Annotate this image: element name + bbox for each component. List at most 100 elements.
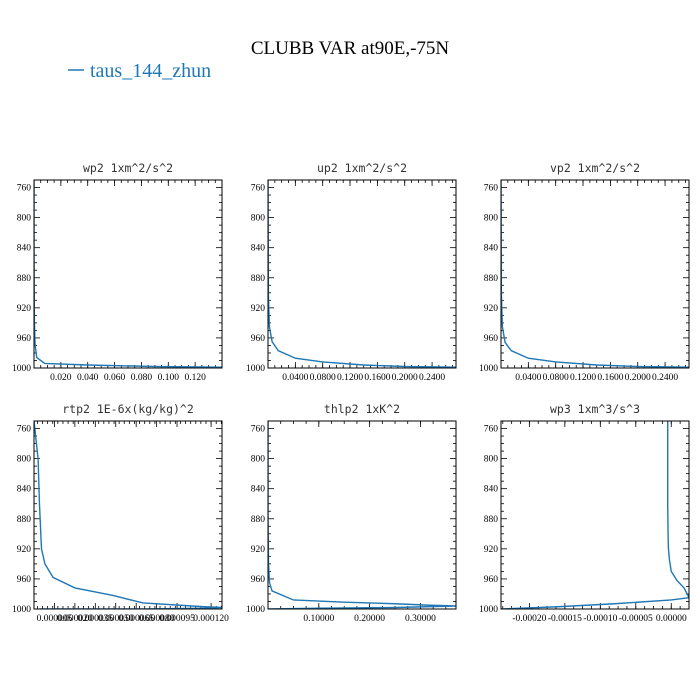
plot-frame — [500, 179, 690, 369]
y-tick-label: 920 — [251, 304, 266, 314]
y-tick-label: 880 — [17, 274, 32, 284]
plot-frame — [267, 420, 457, 610]
y-tick-label: 840 — [484, 485, 499, 495]
subplot-title: wp2 1xm^2/s^2 — [83, 161, 173, 175]
y-tick-label: 960 — [484, 334, 499, 344]
x-tick-label: 0.0800 — [310, 373, 336, 383]
series-line — [501, 180, 689, 368]
x-tick-label: 0.2000 — [625, 373, 651, 383]
y-tick-label: 920 — [484, 545, 499, 555]
y-tick-label: 960 — [17, 575, 32, 585]
y-tick-label: 800 — [251, 214, 266, 224]
x-tick-label: 0.2000 — [392, 373, 418, 383]
x-tick-label: 0.10000 — [303, 614, 334, 624]
x-tick-label: 0.1600 — [364, 373, 390, 383]
y-tick-label: 800 — [17, 214, 32, 224]
y-tick-label: 880 — [17, 515, 32, 525]
x-tick-label: 0.30000 — [405, 614, 436, 624]
series-line — [501, 421, 689, 609]
y-tick-label: 800 — [484, 214, 499, 224]
y-tick-label: 840 — [251, 244, 266, 254]
subplot-title: vp2 1xm^2/s^2 — [550, 161, 640, 175]
x-tick-label: 0.000120 — [193, 614, 229, 624]
x-tick-label: 0.1200 — [337, 373, 363, 383]
y-tick-label: 760 — [484, 184, 499, 194]
x-tick-label: -0.00010 — [583, 614, 617, 624]
x-tick-label: 0.080 — [131, 373, 153, 383]
x-tick-label: 0.000005 — [37, 614, 73, 624]
y-tick-label: 920 — [484, 304, 499, 314]
x-tick-label: -0.00020 — [512, 614, 546, 624]
x-tick-label: 0.020 — [50, 373, 72, 383]
y-tick-label: 1000 — [479, 364, 498, 374]
y-tick-label: 960 — [251, 575, 266, 585]
y-tick-label: 760 — [17, 425, 32, 435]
legend-entry: taus_144_zhun — [90, 60, 211, 82]
subplot-title: wp3 1xm^3/s^3 — [550, 402, 640, 416]
y-tick-label: 760 — [484, 425, 499, 435]
series-line — [34, 421, 222, 609]
x-tick-label: -0.00005 — [619, 614, 653, 624]
x-tick-label: 0.1200 — [570, 373, 596, 383]
y-tick-label: 880 — [484, 274, 499, 284]
x-tick-label: 0.000035 — [77, 614, 113, 624]
series-line — [268, 180, 456, 368]
x-tick-label: 0.120 — [184, 373, 206, 383]
y-tick-label: 1000 — [479, 605, 498, 615]
subplot-3: vp2 1xm^2/s^2 760 800 840 880 920 960 1000 0.040… — [479, 161, 690, 383]
y-tick-label: 840 — [251, 485, 266, 495]
series-line — [268, 421, 456, 609]
y-tick-label: 960 — [484, 575, 499, 585]
x-tick-label: 0.100 — [158, 373, 180, 383]
y-tick-label: 840 — [17, 485, 32, 495]
y-tick-label: 960 — [251, 334, 266, 344]
y-tick-label: 840 — [484, 244, 499, 254]
y-tick-label: 960 — [17, 334, 32, 344]
x-tick-label: 0.1600 — [597, 373, 623, 383]
x-tick-label: 0.000065 — [118, 614, 154, 624]
x-tick-label: 0.0400 — [515, 373, 541, 383]
subplot-grid: wp2 1xm^2/s^2 760 800 840 880 920 960 1000 0.020… — [12, 161, 690, 624]
x-tick-label: 0.20000 — [354, 614, 385, 624]
subplot-4: rtp2 1E-6x(kg/kg)^2 760 800 840 880 920 960 100… — [12, 402, 229, 624]
y-tick-label: 880 — [251, 515, 266, 525]
subplot-title: rtp2 1E-6x(kg/kg)^2 — [62, 402, 194, 416]
x-tick-label: 0.000080 — [139, 614, 175, 624]
subplot-5: thlp2 1xK^2 760 800 840 880 920 960 1000 0.10000… — [246, 402, 457, 624]
y-tick-label: 880 — [251, 274, 266, 284]
y-tick-label: 800 — [484, 455, 499, 465]
y-tick-label: 800 — [17, 455, 32, 465]
subplot-title: thlp2 1xK^2 — [324, 402, 400, 416]
x-tick-label: 0.00000 — [656, 614, 687, 624]
subplot-6: wp3 1xm^3/s^3 760 800 840 880 920 960 1000 -0.00… — [479, 402, 690, 624]
x-tick-label: 0.2400 — [652, 373, 678, 383]
x-tick-label: 0.060 — [104, 373, 126, 383]
y-tick-label: 760 — [17, 184, 32, 194]
subplot-2: up2 1xm^2/s^2 760 800 840 880 920 960 1000 0.040… — [246, 161, 457, 383]
plot-frame — [33, 179, 223, 369]
x-tick-label: 0.000020 — [57, 614, 93, 624]
subplot-1: wp2 1xm^2/s^2 760 800 840 880 920 960 1000 0.020… — [12, 161, 223, 383]
y-tick-label: 800 — [251, 455, 266, 465]
y-tick-label: 920 — [17, 545, 32, 555]
x-tick-label: -0.00015 — [548, 614, 582, 624]
x-tick-label: 0.2400 — [419, 373, 445, 383]
plot-frame — [267, 179, 457, 369]
y-tick-label: 840 — [17, 244, 32, 254]
x-tick-label: 0.0800 — [543, 373, 569, 383]
figure-title: CLUBB VAR at90E,-75N — [251, 38, 450, 59]
subplot-title: up2 1xm^2/s^2 — [317, 161, 407, 175]
y-tick-label: 1000 — [12, 364, 31, 374]
legend: taus_144_zhun — [68, 60, 211, 82]
series-line — [34, 180, 222, 368]
y-tick-label: 1000 — [12, 605, 31, 615]
x-tick-label: 0.040 — [77, 373, 99, 383]
plot-frame — [500, 420, 690, 610]
x-tick-label: 0.000095 — [159, 614, 195, 624]
y-tick-label: 760 — [251, 184, 266, 194]
y-tick-label: 760 — [251, 425, 266, 435]
y-tick-label: 1000 — [246, 605, 265, 615]
x-tick-label: 0.0400 — [282, 373, 308, 383]
plot-frame — [33, 420, 223, 610]
